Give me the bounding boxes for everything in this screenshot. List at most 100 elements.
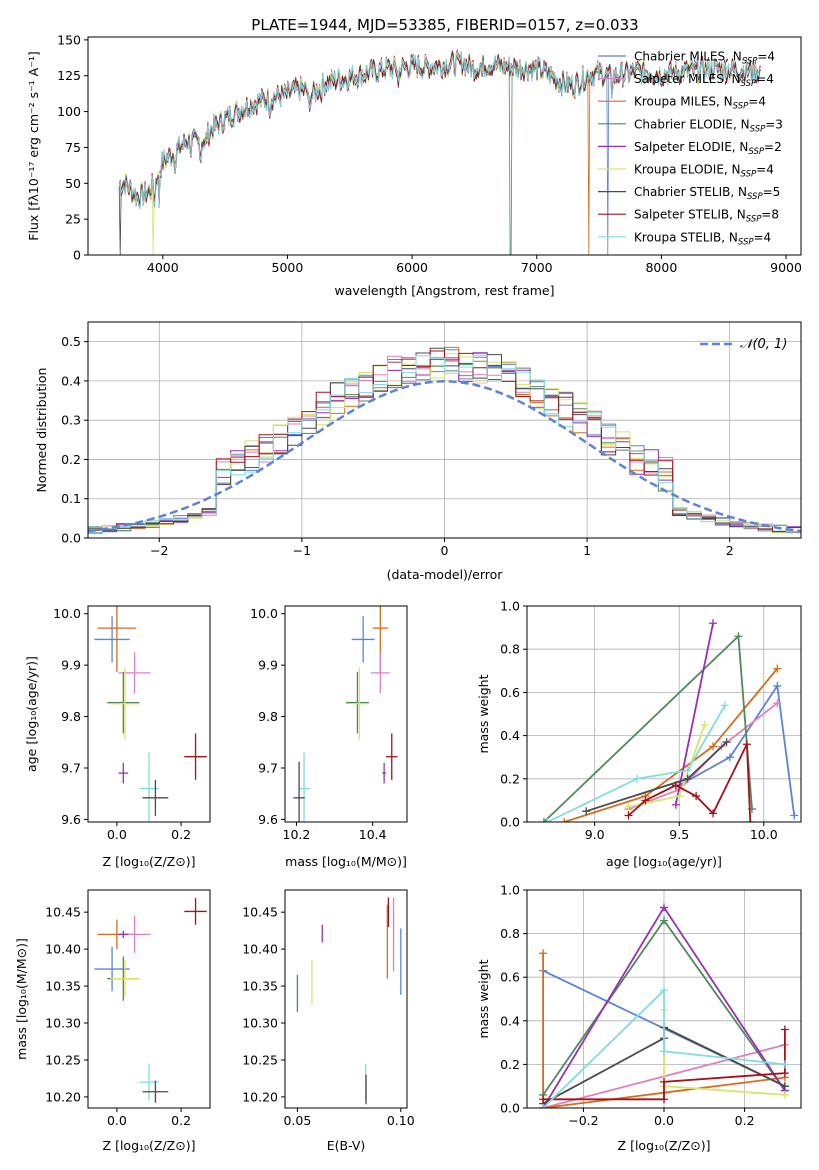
y-tick-label: 0.4	[61, 373, 81, 388]
y-tick-label: 9.9	[61, 658, 81, 673]
y-tick-label: 150	[57, 32, 81, 47]
weight-marker	[660, 916, 668, 925]
axes-frame	[284, 889, 408, 1109]
weight-marker	[773, 681, 782, 690]
plot-area	[296, 897, 402, 1105]
x-tick-label: 9000	[770, 260, 802, 275]
y-tick-label: 9.8	[258, 709, 278, 724]
weight-marker	[624, 802, 633, 811]
weight-marker	[780, 1069, 789, 1078]
x-tick-label: 4000	[147, 260, 179, 275]
grid	[527, 605, 801, 823]
axes-z_age: 0.0 0.2 9.6 9.7 9.8 9.9 10.0 Z [log₁₀(Z/Z⊙)] age…	[24, 605, 211, 869]
weight-marker	[641, 796, 650, 805]
weight-marker	[543, 818, 552, 822]
x-tick-label: 0	[441, 543, 449, 558]
x-tick-label: −0.2	[568, 1113, 598, 1128]
axes-ebv_mass: 0.05 0.10 10.20 10.25 10.30 10.35 10.40 10.45 E(…	[242, 889, 415, 1153]
histogram	[88, 354, 801, 538]
y-axis-label: Flux [fλ10⁻¹⁷ erg cm⁻² s⁻¹ A⁻¹]	[26, 51, 41, 240]
weight-marker	[632, 774, 641, 783]
y-tick-label: 9.8	[61, 709, 81, 724]
x-tick-label: 1	[583, 543, 591, 558]
y-tick-label: 125	[57, 68, 81, 83]
y-tick-label: 10.45	[45, 905, 81, 920]
y-tick-label: 9.6	[258, 812, 278, 827]
weight-marker	[700, 720, 709, 729]
plot-area	[118, 48, 761, 255]
y-axis-label: age [log₁₀(age/yr)]	[24, 656, 39, 772]
spectrum-line	[118, 49, 761, 255]
weight-line	[627, 743, 752, 822]
y-tick-label: 10.35	[242, 979, 278, 994]
x-axis-label: wavelength [Angstrom, rest frame]	[334, 283, 554, 298]
weight-marker	[660, 1095, 668, 1104]
legend-entry: Salpeter MILES, NSSP=4	[634, 72, 774, 89]
legend-entry: Kroupa STELIB, NSSP=4	[634, 230, 771, 247]
weight-marker	[539, 949, 548, 958]
plot-area	[539, 903, 789, 1108]
y-axis-label: Normed distribution	[34, 368, 49, 493]
y-tick-label: 10.30	[45, 1016, 81, 1031]
y-tick-label: 10.0	[53, 606, 81, 621]
y-axis-label: mass [log₁₀(M/M⊙)]	[14, 938, 29, 1060]
legend-entry: 𝒩(0, 1)	[740, 337, 787, 352]
legend-entry: Salpeter STELIB, NSSP=8	[634, 208, 779, 225]
axes-z_mass: 0.0 0.2 10.20 10.25 10.30 10.35 10.40 10.45 Z [l…	[14, 889, 211, 1153]
x-tick-label: 0.0	[107, 1113, 127, 1128]
weight-marker	[709, 742, 718, 751]
axes-age_weight: 9.0 9.5 10.0 0.0 0.2 0.4 0.6 0.8 1.0 age [log₁₀(a…	[476, 599, 802, 869]
weight-marker	[675, 792, 684, 801]
legend-entry: Kroupa MILES, NSSP=4	[634, 95, 766, 112]
legend-entry: Chabrier ELODIE, NSSP=3	[634, 117, 783, 134]
weight-marker	[780, 1060, 789, 1069]
x-axis-label: age [log₁₀(age/yr)]	[606, 854, 722, 869]
weight-line	[542, 988, 785, 1108]
plot-area	[94, 606, 207, 822]
y-tick-label: 0.4	[500, 1013, 520, 1028]
y-tick-label: 10.25	[242, 1052, 278, 1067]
spectrum-line	[118, 51, 761, 209]
x-axis-label: (data-model)/error	[387, 567, 504, 582]
weight-marker	[780, 1090, 789, 1099]
normal-curve	[88, 380, 801, 533]
axes-frame	[87, 605, 211, 823]
y-tick-label: 0	[73, 248, 81, 263]
weight-marker	[660, 903, 668, 912]
y-tick-label: 10.45	[242, 905, 278, 920]
x-axis-label: Z [log₁₀(Z/Z⊙)]	[618, 1138, 711, 1153]
axes-frame	[526, 605, 802, 823]
weight-marker	[624, 811, 633, 820]
y-tick-label: 0.2	[500, 1057, 520, 1072]
weight-marker	[660, 1077, 668, 1086]
weight-marker	[709, 809, 718, 818]
y-tick-label: 9.7	[61, 761, 81, 776]
weight-marker	[539, 818, 548, 822]
x-tick-label: 10.0	[750, 827, 778, 842]
y-tick-label: 0.1	[61, 491, 81, 506]
x-tick-label: 0.2	[171, 827, 191, 842]
weight-line	[674, 623, 714, 805]
weight-marker	[671, 800, 680, 809]
x-tick-label: 8000	[645, 260, 677, 275]
weight-marker	[692, 792, 701, 801]
legend-entry: Kroupa ELODIE, NSSP=4	[634, 163, 774, 180]
weight-marker	[722, 738, 731, 747]
plot-area	[293, 606, 398, 822]
weight-marker	[582, 807, 591, 816]
weight-line	[546, 704, 726, 822]
y-tick-label: 0.8	[500, 642, 520, 657]
x-tick-label: 0.0	[654, 1113, 674, 1128]
weight-marker	[683, 766, 692, 775]
weight-marker	[709, 619, 718, 628]
plot-area	[88, 346, 801, 538]
x-tick-label: 7000	[521, 260, 553, 275]
weight-marker	[780, 1025, 789, 1034]
axes-frame	[87, 889, 211, 1109]
y-tick-label: 0.0	[61, 531, 81, 546]
axes-frame	[284, 605, 408, 823]
legend-entry: Chabrier MILES, NSSP=4	[634, 50, 775, 67]
legend-entry: Salpeter ELODIE, NSSP=2	[634, 140, 782, 157]
weight-marker	[773, 699, 782, 708]
y-axis-label: mass weight	[476, 959, 491, 1038]
